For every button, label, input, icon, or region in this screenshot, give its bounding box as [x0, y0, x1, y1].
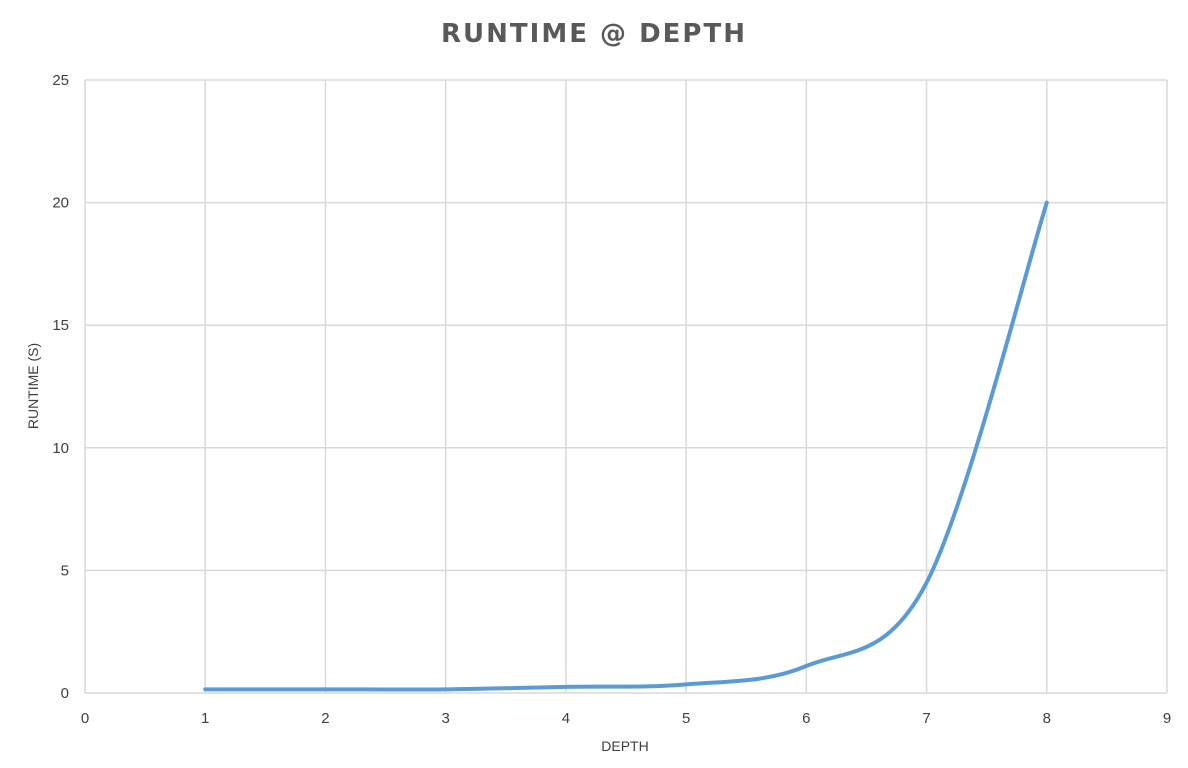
x-tick-label: 4 [562, 710, 570, 727]
x-tick-label: 8 [1043, 710, 1051, 727]
y-tick-label: 5 [61, 562, 69, 579]
y-tick-label: 0 [61, 685, 69, 702]
x-tick-label: 2 [321, 710, 329, 727]
x-tick-label: 1 [201, 710, 209, 727]
x-tick-label: 9 [1163, 710, 1171, 727]
x-axis-label: DEPTH [601, 738, 648, 754]
gridlines [84, 79, 1168, 694]
y-tick-label: 15 [52, 317, 69, 334]
tick-labels: 0 1 2 3 4 5 6 7 8 9 0 5 10 15 20 25 [52, 72, 1171, 727]
y-tick-label: 10 [52, 440, 69, 457]
y-tick-label: 20 [52, 195, 69, 212]
y-axis-label: RUNTIME (S) [25, 343, 41, 429]
y-tick-label: 25 [52, 72, 69, 89]
x-tick-label: 5 [682, 710, 690, 727]
x-tick-label: 7 [922, 710, 930, 727]
x-tick-label: 6 [802, 710, 810, 727]
chart-title: RUNTIME @ DEPTH [441, 19, 747, 49]
series-layer [203, 200, 1049, 692]
series-line [203, 200, 1049, 692]
x-tick-label: 0 [81, 710, 89, 727]
x-tick-label: 3 [441, 710, 449, 727]
